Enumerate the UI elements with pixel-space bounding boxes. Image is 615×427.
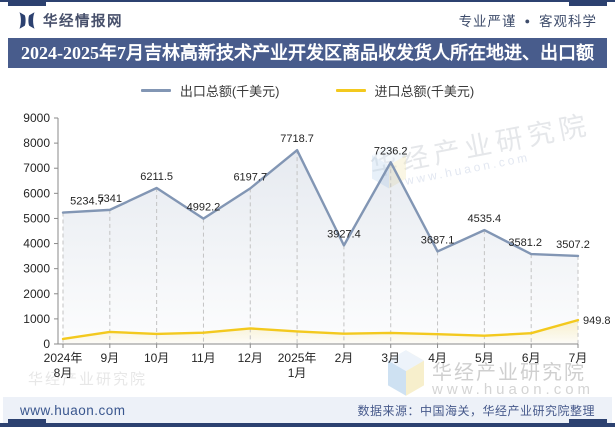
footer-site-link[interactable]: www.huaon.com xyxy=(20,402,126,418)
svg-text:3581.2: 3581.2 xyxy=(508,237,542,249)
svg-text:6000: 6000 xyxy=(23,186,50,200)
tagline-bullet-icon: ● xyxy=(524,16,531,26)
export-legend-label: 出口总额(千美元) xyxy=(179,84,280,99)
footer: www.huaon.com 数据来源：中国海关，华经产业研究院整理 xyxy=(3,397,612,423)
svg-text:6197.7: 6197.7 xyxy=(233,171,267,183)
svg-text:4000: 4000 xyxy=(23,237,50,251)
svg-text:4992.2: 4992.2 xyxy=(187,202,221,214)
export-legend-marker xyxy=(140,89,171,92)
top-border xyxy=(0,0,615,2)
svg-text:8000: 8000 xyxy=(23,136,50,150)
svg-text:2000: 2000 xyxy=(23,287,50,301)
import-line xyxy=(61,318,580,341)
chart-legend: 出口总额(千美元) 进口总额(千美元) xyxy=(0,81,615,100)
svg-text:9月: 9月 xyxy=(100,351,119,365)
brand-name: 华经情报网 xyxy=(43,13,123,30)
svg-text:3687.1: 3687.1 xyxy=(421,234,455,246)
chart-svg: 0 1000 2000 3000 4000 5000 6000 7000 8000 9000 202… xyxy=(23,111,610,380)
svg-text:10月: 10月 xyxy=(144,351,169,365)
svg-text:7月: 7月 xyxy=(569,351,588,365)
svg-text:9000: 9000 xyxy=(23,111,50,125)
svg-text:0: 0 xyxy=(43,337,50,351)
tagline-left: 专业严谨 xyxy=(458,14,517,29)
svg-text:3月: 3月 xyxy=(381,351,400,365)
svg-text:3927.4: 3927.4 xyxy=(327,228,361,240)
svg-text:5000: 5000 xyxy=(23,211,50,225)
svg-text:949.8: 949.8 xyxy=(583,315,611,327)
svg-text:4月: 4月 xyxy=(428,351,447,365)
svg-text:6月: 6月 xyxy=(522,351,541,365)
axes xyxy=(57,118,578,345)
svg-text:11月: 11月 xyxy=(191,351,215,365)
chart-title: 2024-2025年7月吉林高新技术产业开发区商品收发货人所在地进、出口额 xyxy=(8,38,607,68)
svg-text:1000: 1000 xyxy=(23,312,50,326)
x-axis-labels: 2024年 8月 9月 10月 11月 12月 2025年 1月 2月 3月 4月 5月 6月 7月 xyxy=(44,344,588,380)
point-guides xyxy=(62,150,579,344)
bottom-right-border-stub xyxy=(569,419,607,427)
top-left-border-stub xyxy=(8,0,46,6)
svg-text:7718.7: 7718.7 xyxy=(280,133,314,145)
bottom-left-border-stub xyxy=(8,419,46,427)
svg-text:5341: 5341 xyxy=(98,193,122,205)
import-legend-label: 进口总额(千美元) xyxy=(374,84,475,99)
data-source-note: 数据来源：中国海关，华经产业研究院整理 xyxy=(357,403,595,418)
import-legend-marker xyxy=(335,89,366,92)
bottom-border xyxy=(0,423,615,427)
svg-text:7236.2: 7236.2 xyxy=(374,145,408,157)
top-right-border-stub xyxy=(569,0,607,6)
svg-text:5月: 5月 xyxy=(475,351,494,365)
svg-text:7000: 7000 xyxy=(23,161,50,175)
svg-text:3507.2: 3507.2 xyxy=(556,239,590,251)
svg-text:12月: 12月 xyxy=(238,351,263,365)
svg-text:6211.5: 6211.5 xyxy=(140,171,173,183)
svg-text:4535.4: 4535.4 xyxy=(468,213,502,225)
brand: 华经情报网 xyxy=(18,10,123,31)
export-line xyxy=(61,148,580,258)
header: 华经情报网 专业严谨 ● 客观科学 xyxy=(18,7,597,33)
tagline: 专业严谨 ● 客观科学 xyxy=(459,10,597,30)
svg-text:2月: 2月 xyxy=(335,351,354,365)
series-lines xyxy=(61,148,580,341)
series-areas xyxy=(63,150,578,344)
tagline-right: 客观科学 xyxy=(539,14,597,29)
legend-item-export[interactable]: 出口总额(千美元) xyxy=(140,81,280,100)
huajing-logo-icon xyxy=(18,11,36,29)
svg-text:5234.7: 5234.7 xyxy=(70,196,104,208)
y-axis-labels: 0 1000 2000 3000 4000 5000 6000 7000 8000 9000 xyxy=(23,111,58,351)
svg-text:3000: 3000 xyxy=(23,262,50,276)
legend-item-import[interactable]: 进口总额(千美元) xyxy=(335,81,475,100)
